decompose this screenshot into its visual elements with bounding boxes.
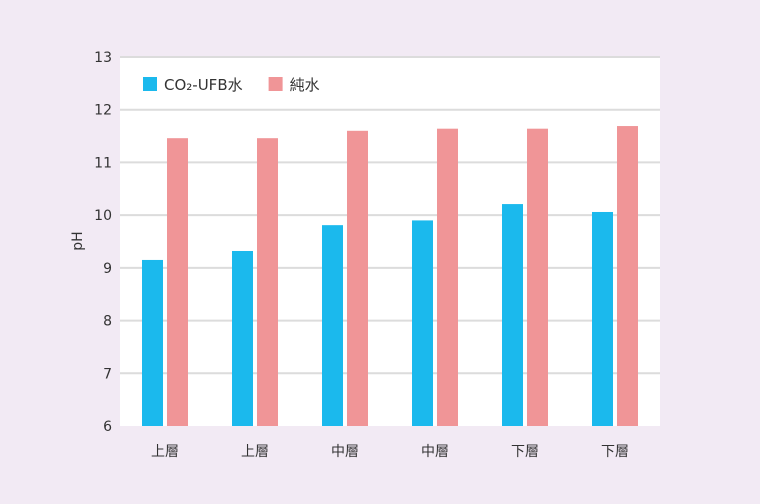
legend-label: 純水	[290, 76, 320, 94]
bar	[437, 128, 458, 427]
y-tick-label: 10	[94, 208, 112, 224]
bar	[347, 130, 368, 427]
x-tick-label: 上層	[241, 444, 269, 460]
y-tick-label: 8	[103, 314, 112, 330]
y-tick-label: 13	[94, 50, 112, 66]
x-tick-label: 上層	[151, 444, 179, 460]
bar	[142, 259, 163, 426]
y-tick-label: 6	[103, 419, 112, 435]
legend-swatch	[268, 77, 283, 91]
bar	[592, 211, 613, 426]
y-tick-label: 9	[103, 261, 112, 277]
bar	[257, 138, 278, 426]
y-axis-label: pH	[70, 231, 86, 250]
bar	[322, 225, 343, 426]
y-tick-label: 11	[94, 155, 112, 171]
bar	[412, 220, 433, 426]
bar	[527, 128, 548, 427]
y-tick-label: 7	[103, 366, 112, 382]
legend-label: CO₂-UFB水	[164, 76, 243, 94]
x-tick-label: 下層	[601, 444, 629, 460]
plot-area	[120, 57, 660, 426]
x-tick-label: 下層	[511, 444, 539, 460]
bar	[617, 126, 638, 426]
x-tick-label: 中層	[331, 444, 359, 460]
bar	[167, 138, 188, 426]
legend-swatch	[143, 77, 157, 91]
legend: CO₂-UFB水 純水	[143, 76, 320, 94]
y-tick-label: 12	[94, 103, 112, 119]
bar	[502, 204, 523, 426]
x-tick-label: 中層	[421, 444, 449, 460]
bar	[232, 250, 253, 426]
